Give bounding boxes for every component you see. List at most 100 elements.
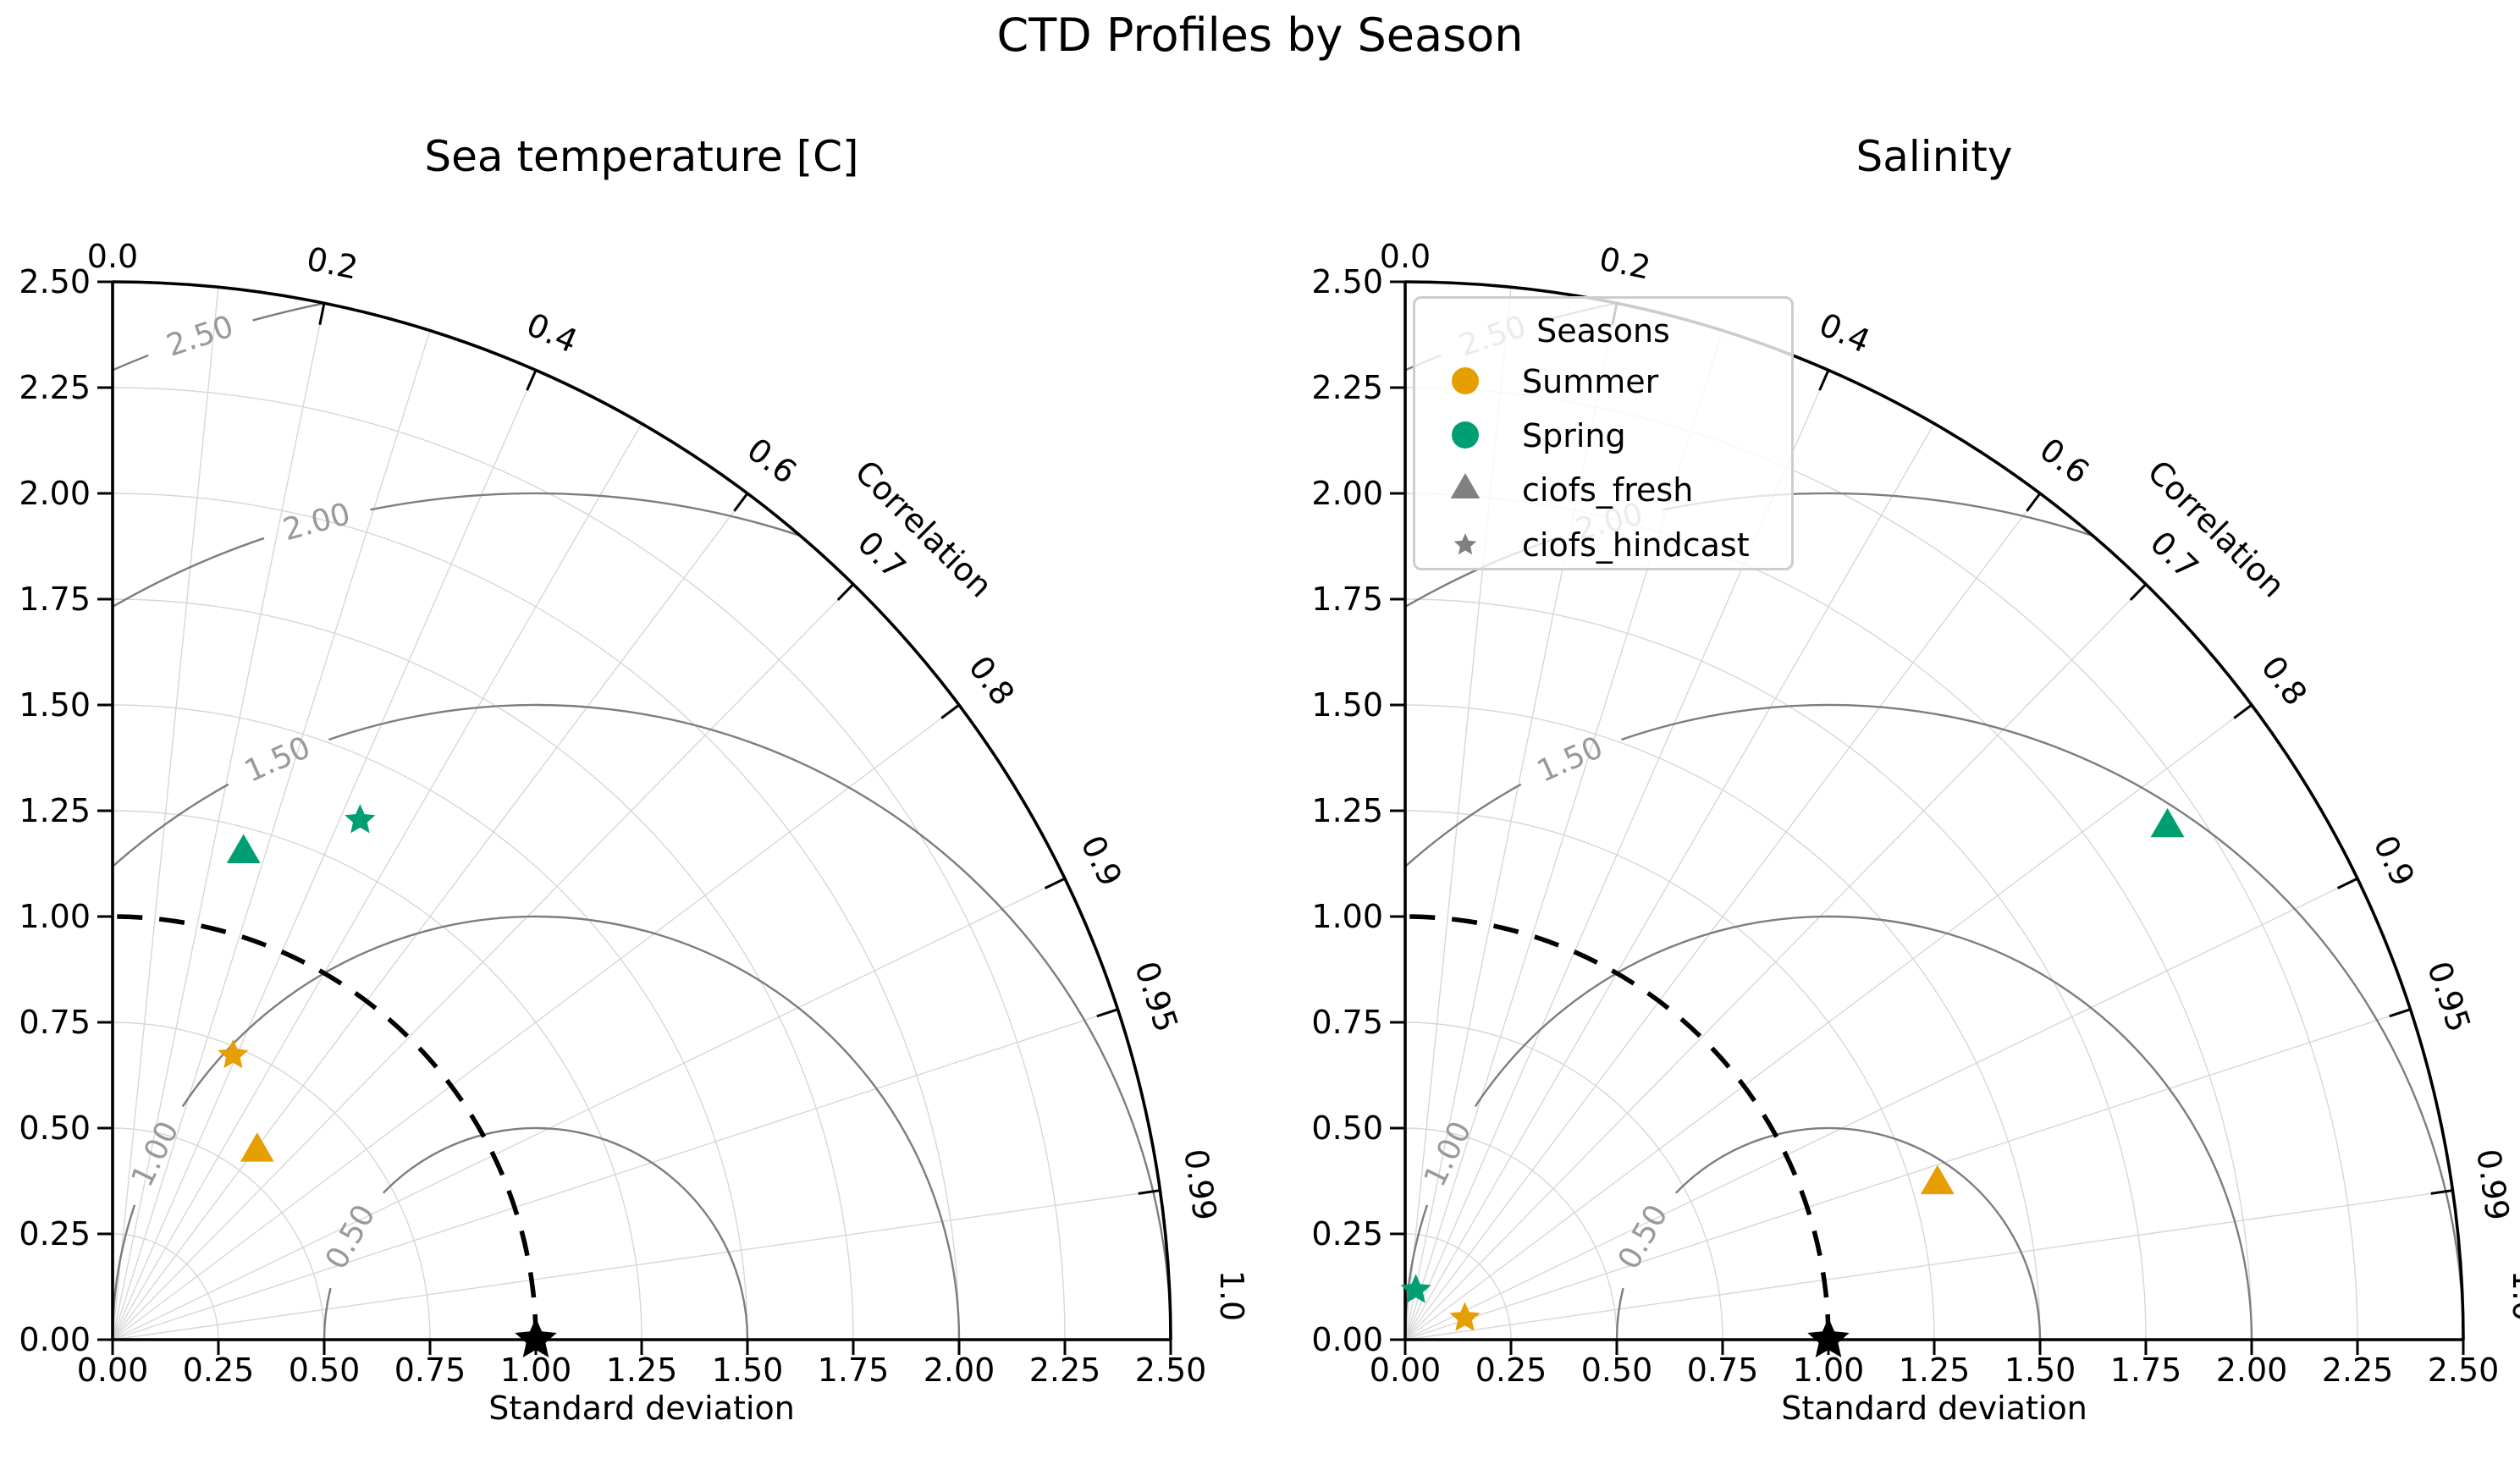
correlation-tick — [2233, 703, 2253, 719]
reference-std-arc — [1404, 914, 1831, 1341]
correlation-tick — [2026, 493, 2042, 512]
legend-item-spring: Spring — [1415, 416, 1791, 455]
x-tick-label: 1.50 — [712, 1352, 784, 1389]
circle-icon — [1452, 367, 1479, 394]
std-gridline-arc — [112, 810, 642, 1341]
std-gridline-arc — [1404, 810, 1935, 1341]
y-tick-label: 1.75 — [19, 581, 91, 618]
reference-marker — [515, 1318, 557, 1357]
panel-salinity: 0.50 1.00 1.50 2.00 2.50 0.000.00 0.25 0.25 0.50… — [1311, 238, 2520, 1389]
x-tick-label: 2.00 — [924, 1352, 995, 1389]
correlation-tick-label: 0.4 — [1814, 306, 1876, 361]
rms-contour-arc — [1615, 1287, 1624, 1341]
correlation-tick-label: 0.9 — [2366, 829, 2422, 892]
y-tick-label: 0.25 — [19, 1215, 91, 1253]
y-tick-label: 0.75 — [19, 1004, 91, 1041]
x-tick-label: 0.75 — [394, 1352, 466, 1389]
rms-contour-arc — [370, 492, 801, 537]
rms-contour-label: 1.50 — [1532, 730, 1608, 790]
correlation-tick-label: 0.4 — [521, 306, 583, 361]
legend-item-ciofs_hindcast: ciofs_hindcast — [1415, 526, 1791, 564]
y-tick-label: 2.25 — [19, 369, 91, 406]
correlation-axis-label: Correlation — [2140, 453, 2291, 604]
x-tick-label: 0.75 — [1687, 1352, 1759, 1389]
std-gridline-arc — [1404, 1233, 1512, 1341]
correlation-tick — [836, 583, 855, 601]
x-axis-label-salinity: Standard deviation — [1781, 1390, 2087, 1427]
reference-std-arc — [112, 914, 538, 1341]
rms-contour-arc — [112, 783, 229, 867]
correlation-tick-label: 1.0 — [2506, 1270, 2520, 1321]
std-gridline-arc — [1404, 704, 2041, 1341]
std-gridline-arc — [112, 493, 960, 1341]
rms-contour-arc — [1621, 703, 2465, 1341]
x-tick-label: 1.75 — [2110, 1352, 2182, 1389]
rms-contour-arc — [112, 354, 149, 372]
y-tick-label: 1.25 — [19, 792, 91, 829]
correlation-tick — [1044, 877, 1066, 889]
x-tick-label: 2.50 — [2428, 1352, 2500, 1389]
x-tick-label: 1.00 — [1793, 1352, 1865, 1389]
correlation-tick — [733, 493, 749, 512]
std-gridline-arc — [112, 1233, 219, 1341]
y-tick-label: 0.25 — [1311, 1215, 1383, 1253]
y-tick-label: 0.50 — [1311, 1109, 1383, 1147]
panel-title-sea-temperature: Sea temperature [C] — [424, 132, 859, 181]
y-tick-label: 1.50 — [19, 686, 91, 724]
y-tick-label: 1.00 — [19, 898, 91, 935]
correlation-tick-label: 0.2 — [1596, 240, 1654, 287]
correlation-tick-label: 0.0 — [1380, 238, 1431, 275]
rms-contour-label: 0.50 — [319, 1199, 383, 1275]
correlation-tick-label: 0.99 — [2469, 1147, 2516, 1223]
rms-contour-arc — [328, 703, 1172, 1341]
x-tick-label: 1.50 — [2004, 1352, 2076, 1389]
marker-spring-ciofs_fresh — [226, 834, 261, 863]
star-icon — [1453, 533, 1477, 555]
y-tick-label: 0.00 — [19, 1321, 91, 1358]
x-tick-label: 0.50 — [289, 1352, 361, 1389]
y-tick-label: 1.00 — [1311, 898, 1383, 935]
std-gridline-arc — [112, 1127, 325, 1341]
y-tick-label: 2.25 — [1311, 369, 1383, 406]
correlation-tick — [2129, 583, 2148, 601]
rms-contour-arc — [112, 537, 265, 608]
rms-contour-label: 0.50 — [1612, 1199, 1675, 1275]
rms-contour-arc — [252, 302, 325, 322]
std-gridline-arc — [112, 387, 1066, 1341]
y-tick-label: 1.75 — [1311, 581, 1383, 618]
x-tick-label: 0.25 — [183, 1352, 255, 1389]
marker-spring-ciofs_fresh — [2150, 807, 2185, 838]
x-axis-label-sea-temperature: Standard deviation — [488, 1390, 795, 1427]
legend-title: Seasons — [1536, 312, 1670, 350]
std-gridline-arc — [1404, 598, 2147, 1341]
marker-spring-ciofs_hindcast — [1400, 1274, 1431, 1303]
std-gridline-arc — [1404, 1127, 1618, 1341]
triangle-icon — [1450, 473, 1481, 498]
y-tick-label: 1.50 — [1311, 686, 1383, 724]
correlation-tick-label: 0.6 — [740, 431, 803, 491]
rms-contour-arc — [1404, 783, 1522, 867]
correlation-axis-label: Correlation — [847, 453, 999, 604]
correlation-tick-label: 0.8 — [962, 649, 1022, 713]
outer-boundary-arc — [112, 280, 1172, 1341]
marker-summer-ciofs_hindcast — [218, 1038, 249, 1069]
figure-title: CTD Profiles by Season — [996, 8, 1524, 62]
x-tick-label: 2.00 — [2216, 1352, 2288, 1389]
x-tick-label: 1.25 — [1899, 1352, 1971, 1389]
rms-contour-arc — [181, 915, 961, 1341]
correlation-tick — [318, 302, 326, 326]
panel-title-salinity: Salinity — [1856, 132, 2013, 181]
correlation-tick-label: 0.6 — [2032, 431, 2096, 491]
correlation-tick — [1138, 1189, 1161, 1195]
correlation-tick — [526, 369, 538, 391]
rms-contour-label: 2.50 — [163, 309, 238, 363]
legend-label: ciofs_hindcast — [1522, 526, 1750, 564]
circle-icon — [1452, 421, 1479, 449]
x-tick-label: 2.25 — [1029, 1352, 1101, 1389]
marker-summer-ciofs_hindcast — [1449, 1302, 1481, 1331]
legend-label: Summer — [1522, 363, 1659, 400]
rms-contour-arc — [323, 1287, 332, 1341]
x-tick-label: 1.00 — [500, 1352, 572, 1389]
correlation-tick-label: 0.9 — [1073, 829, 1129, 892]
correlation-tick-label: 0.95 — [2420, 957, 2478, 1037]
